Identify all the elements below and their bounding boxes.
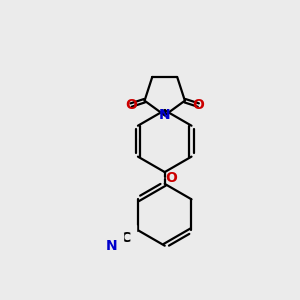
Text: N: N <box>159 108 170 122</box>
Text: N: N <box>105 239 117 253</box>
Text: O: O <box>192 98 204 112</box>
Text: O: O <box>165 171 177 185</box>
Text: O: O <box>125 98 137 112</box>
Text: C: C <box>120 231 130 244</box>
